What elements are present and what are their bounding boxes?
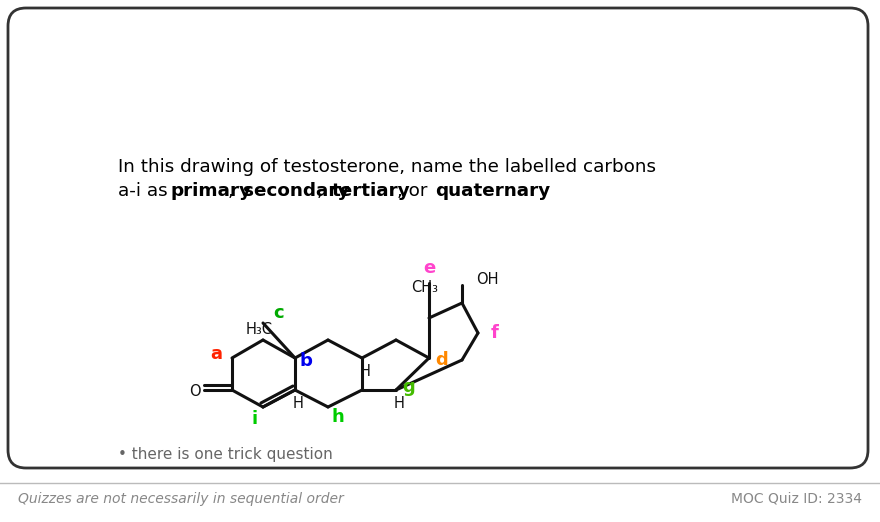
Text: CH₃: CH₃	[412, 280, 438, 295]
Text: i: i	[252, 410, 258, 428]
Text: H: H	[292, 397, 304, 411]
Text: b: b	[299, 352, 312, 370]
Text: h: h	[332, 408, 344, 426]
Text: In this drawing of testosterone, name the labelled carbons: In this drawing of testosterone, name th…	[118, 158, 656, 176]
Text: d: d	[436, 351, 449, 369]
Text: a: a	[210, 345, 222, 363]
Text: Quizzes are not necessarily in sequential order: Quizzes are not necessarily in sequentia…	[18, 492, 344, 506]
Text: H: H	[360, 364, 370, 379]
Text: O: O	[189, 385, 201, 399]
Text: f: f	[491, 324, 499, 342]
Text: a-i as: a-i as	[118, 182, 173, 200]
Text: tertiary: tertiary	[332, 182, 410, 200]
Text: , or: , or	[397, 182, 434, 200]
FancyBboxPatch shape	[8, 8, 868, 468]
Text: ,: ,	[317, 182, 328, 200]
Text: ,: ,	[228, 182, 239, 200]
Text: c: c	[274, 304, 284, 322]
Text: e: e	[423, 259, 435, 277]
Text: g: g	[403, 378, 415, 396]
Text: H₃C: H₃C	[246, 323, 273, 338]
Text: • there is one trick question: • there is one trick question	[118, 447, 333, 462]
Text: primary: primary	[171, 182, 252, 200]
Text: secondary: secondary	[243, 182, 349, 200]
Text: quaternary: quaternary	[435, 182, 550, 200]
Text: H: H	[393, 397, 405, 411]
Text: OH: OH	[476, 272, 498, 288]
Text: MOC Quiz ID: 2334: MOC Quiz ID: 2334	[731, 492, 862, 506]
